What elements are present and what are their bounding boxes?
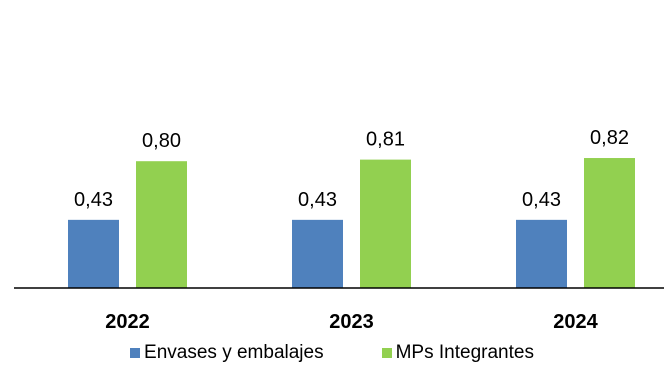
bar-2023-mps xyxy=(360,159,411,288)
legend: Envases y embalajes MPs Integrantes xyxy=(0,341,664,365)
bars-group xyxy=(68,158,635,288)
value-label-2024-envases: 0,43 xyxy=(522,189,561,211)
bar-2024-mps xyxy=(584,158,635,288)
value-labels-group: 0,43 0,80 0,43 0,81 0,43 0,82 xyxy=(74,127,629,211)
bar-2022-envases xyxy=(68,219,119,288)
value-label-2024-mps: 0,82 xyxy=(590,127,629,149)
value-label-2023-envases: 0,43 xyxy=(298,189,337,211)
legend-label-envases: Envases y embalajes xyxy=(144,342,324,363)
bar-2023-envases xyxy=(292,219,343,288)
value-label-2022-envases: 0,43 xyxy=(74,189,113,211)
value-label-2023-mps: 0,81 xyxy=(366,129,405,151)
value-label-2022-mps: 0,80 xyxy=(142,130,181,152)
category-label-2022: 2022 xyxy=(105,311,150,333)
bar-2024-envases xyxy=(516,219,567,288)
legend-swatch-envases xyxy=(130,348,141,358)
category-label-2024: 2024 xyxy=(553,311,598,333)
legend-swatch-mps xyxy=(381,348,392,358)
category-label-2023: 2023 xyxy=(329,311,374,333)
category-labels-group: 2022 2023 2024 xyxy=(105,311,598,333)
legend-label-mps: MPs Integrantes xyxy=(395,342,534,363)
legend-item-mps: MPs Integrantes xyxy=(381,342,534,364)
legend-item-envases: Envases y embalajes xyxy=(130,342,324,364)
bar-2022-mps xyxy=(136,161,187,288)
